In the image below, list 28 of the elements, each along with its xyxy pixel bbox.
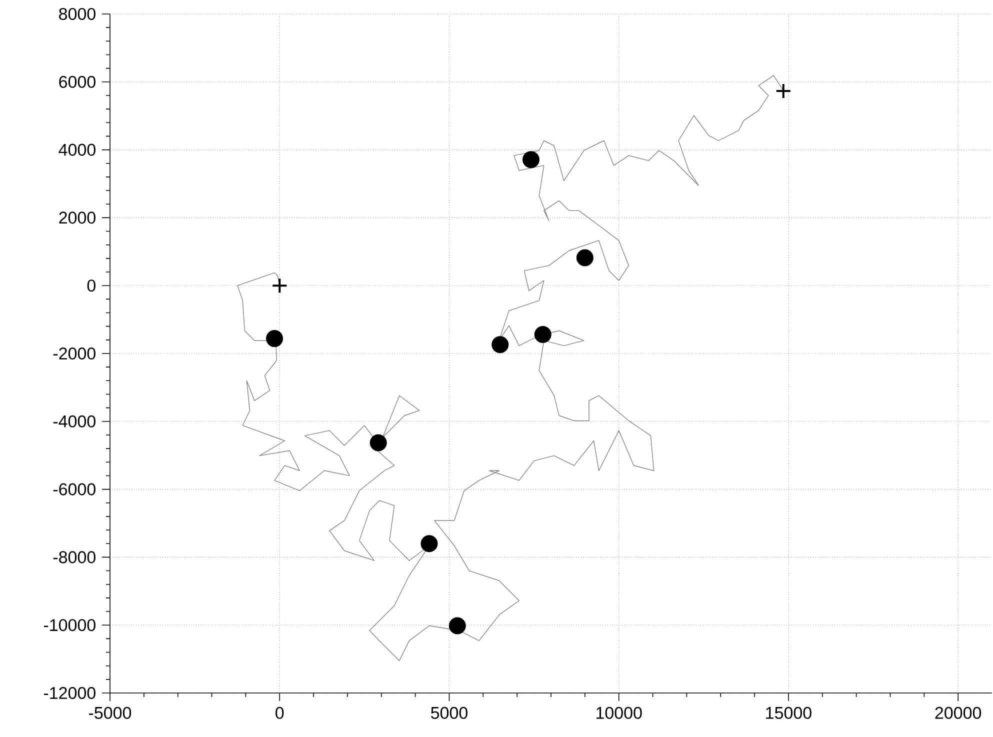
- point: [534, 326, 552, 343]
- line-series: [237, 75, 784, 662]
- y-tick-label: -10000: [44, 619, 96, 632]
- y-tick-label: 6000: [59, 76, 96, 88]
- x-tick-label: -5000: [89, 706, 132, 719]
- point: [420, 535, 438, 552]
- y-tick-label: -6000: [53, 483, 96, 496]
- y-tick-label: -8000: [53, 551, 96, 564]
- x-tick-label: 10000: [596, 706, 642, 719]
- point: [266, 330, 284, 348]
- x-tick-label: 0: [276, 706, 284, 719]
- x-tick-label: 20000: [935, 706, 982, 719]
- point: [272, 278, 288, 294]
- y-tick-label: -4000: [53, 415, 96, 428]
- y-tick-label: 4000: [58, 144, 96, 156]
- y-tick-label: 2000: [59, 212, 96, 224]
- x-tick-label: 5000: [431, 706, 468, 719]
- point: [492, 336, 509, 354]
- y-tick-label: -2000: [53, 347, 96, 360]
- point: [522, 151, 540, 168]
- point: [576, 249, 594, 266]
- point: [370, 434, 387, 452]
- point: [448, 617, 466, 634]
- x-tick-label: 15000: [766, 706, 812, 719]
- y-tick-label: 8000: [59, 8, 96, 20]
- point: [775, 83, 792, 100]
- y-tick-label: -12000: [44, 686, 96, 700]
- y-tick-label: 0: [87, 280, 96, 292]
